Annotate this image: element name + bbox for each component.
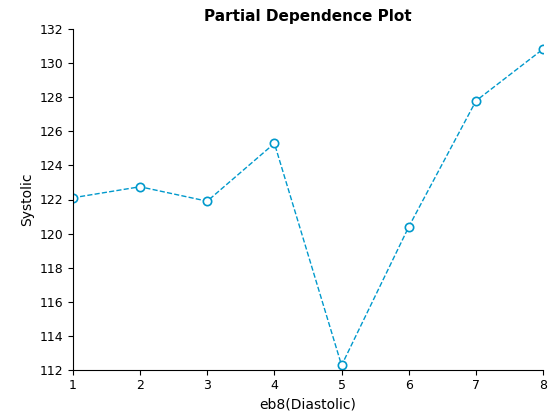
X-axis label: eb8(Diastolic): eb8(Diastolic) xyxy=(260,398,356,412)
Title: Partial Dependence Plot: Partial Dependence Plot xyxy=(204,9,412,24)
Y-axis label: Systolic: Systolic xyxy=(20,173,34,226)
